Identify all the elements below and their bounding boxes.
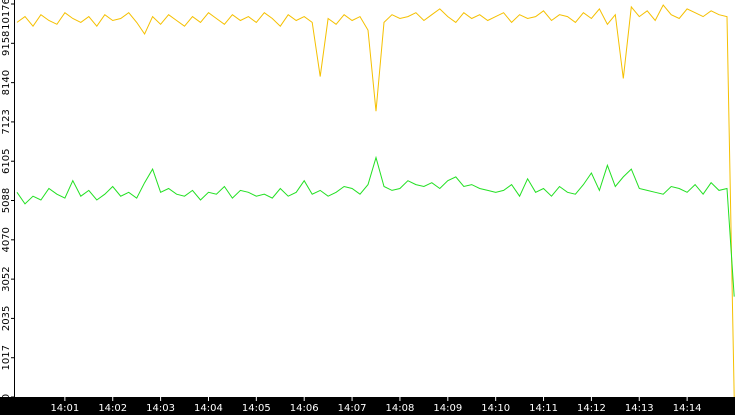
x-tick-label: 14:02 [98,403,127,414]
x-tick-label: 14:07 [338,403,367,414]
y-tick-label: 0 [1,394,12,400]
y-tick-label: 6105 [1,148,12,173]
x-tick-label: 14:08 [386,403,415,414]
x-tick-label: 14:10 [481,403,510,414]
x-tick-label: 14:05 [242,403,271,414]
x-tick-label: 14:03 [146,403,175,414]
x-axis-band [0,397,735,415]
y-tick-label: 9158 [1,31,12,56]
x-tick-label: 14:01 [50,403,79,414]
x-tick-label: 14:06 [290,403,319,414]
x-tick-label: 14:09 [433,403,462,414]
x-tick-label: 14:12 [577,403,606,414]
x-tick-label: 14:13 [625,403,654,414]
y-tick-label: 5088 [1,188,12,213]
y-tick-label: 7123 [1,109,12,134]
y-tick-label: 4070 [1,227,12,252]
y-tick-label: 10176 [1,0,12,30]
y-tick-label: 8140 [1,70,12,95]
series-line [16,4,735,398]
x-tick-label: 14:04 [194,403,223,414]
x-tick-label: 14:14 [673,403,702,414]
series-line [16,155,735,297]
x-tick-label: 14:11 [529,403,558,414]
y-tick-label: 3052 [1,266,12,291]
y-tick-label: 1017 [1,345,12,370]
y-tick-label: 2035 [1,306,12,331]
